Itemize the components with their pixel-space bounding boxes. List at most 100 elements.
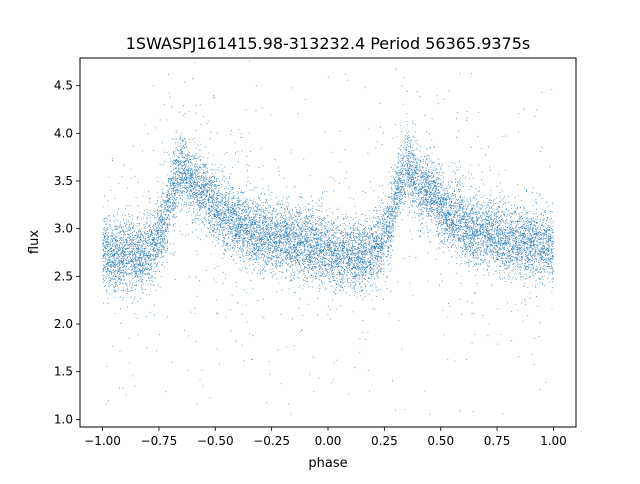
data-point [475, 232, 477, 234]
data-point [139, 237, 141, 239]
data-point [464, 227, 466, 229]
data-point [327, 268, 329, 270]
data-point [508, 250, 510, 252]
data-point [209, 222, 211, 224]
data-point [162, 219, 163, 221]
data-point [324, 242, 326, 243]
data-point [415, 172, 417, 173]
data-point [288, 227, 290, 229]
data-point [196, 253, 198, 255]
data-point [259, 239, 261, 241]
data-point [333, 242, 335, 244]
data-point [140, 245, 142, 247]
data-point [156, 263, 158, 265]
data-point [510, 232, 511, 234]
data-point [460, 196, 462, 198]
data-point [382, 219, 384, 221]
data-point [413, 180, 415, 182]
data-point [488, 210, 490, 212]
data-point [323, 265, 325, 266]
data-point [408, 135, 410, 137]
data-point [507, 233, 509, 234]
data-point [437, 103, 439, 105]
data-point [464, 233, 465, 235]
data-point [299, 232, 301, 234]
data-point [444, 237, 445, 239]
data-point [183, 145, 184, 147]
data-point [473, 251, 474, 253]
data-point [460, 221, 462, 223]
data-point [239, 242, 240, 244]
data-point [245, 200, 247, 202]
data-point [132, 251, 134, 253]
data-point [499, 247, 500, 248]
data-point [420, 203, 422, 205]
data-point [119, 387, 120, 389]
data-point [203, 172, 205, 173]
data-point [150, 233, 152, 235]
data-point [350, 253, 352, 255]
data-point [338, 275, 340, 276]
data-point [201, 206, 203, 208]
data-point [547, 248, 549, 250]
data-point [357, 222, 359, 224]
data-point [177, 192, 179, 194]
data-point [422, 185, 423, 187]
data-point [262, 227, 264, 228]
data-point [541, 225, 543, 227]
data-point [134, 235, 136, 237]
data-point [288, 210, 290, 212]
data-point [279, 216, 281, 218]
data-point [456, 117, 457, 119]
data-point [395, 171, 397, 172]
data-point [103, 302, 105, 304]
data-point [143, 283, 144, 285]
data-point [381, 245, 383, 247]
data-point [215, 216, 217, 217]
data-point [540, 272, 541, 273]
data-point [176, 160, 178, 161]
data-point [115, 238, 117, 240]
data-point [427, 171, 429, 172]
data-point [258, 264, 260, 265]
data-point [299, 237, 301, 239]
data-point [427, 154, 429, 156]
data-point [145, 247, 147, 249]
data-point [358, 260, 360, 262]
data-point [205, 146, 207, 148]
data-point [213, 184, 215, 186]
data-point [473, 220, 475, 222]
data-point [367, 236, 369, 238]
data-point [186, 157, 188, 159]
data-point [537, 247, 539, 249]
data-point [366, 245, 368, 247]
data-point [123, 256, 124, 257]
data-point [426, 148, 428, 150]
data-point [476, 223, 477, 225]
data-point [123, 231, 125, 233]
data-point [411, 165, 413, 167]
data-point [301, 245, 303, 247]
data-point [346, 250, 347, 251]
data-point [131, 266, 133, 268]
data-point [413, 183, 415, 185]
data-point [447, 184, 449, 186]
data-point [122, 238, 123, 240]
data-point [172, 164, 174, 166]
data-point [105, 239, 106, 240]
data-point [469, 164, 471, 166]
data-point [256, 210, 258, 212]
data-point [270, 259, 272, 261]
data-point [187, 171, 189, 173]
data-point [312, 228, 314, 230]
data-point [327, 265, 329, 267]
data-point [502, 218, 504, 219]
data-point [237, 222, 239, 224]
data-point [406, 176, 408, 178]
data-point [551, 240, 553, 242]
data-point [293, 275, 295, 276]
data-point [501, 229, 503, 231]
data-point [113, 261, 115, 263]
data-point [445, 220, 447, 222]
data-point [526, 251, 527, 252]
